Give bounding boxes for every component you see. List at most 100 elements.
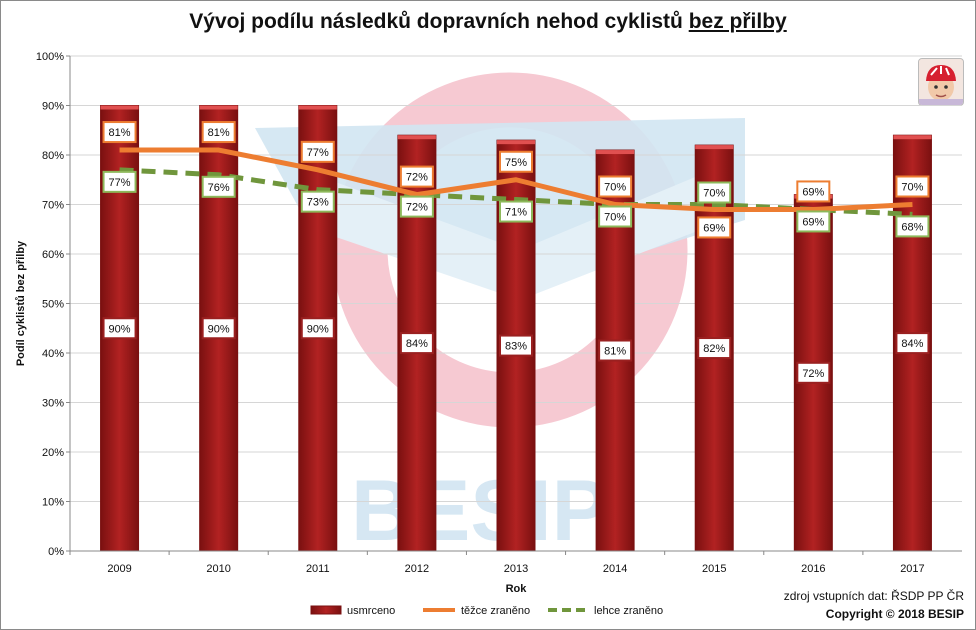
child-cyclist-photo-icon xyxy=(918,58,964,106)
data-label-usmrceno: 90% xyxy=(208,323,230,335)
y-tick-label: 10% xyxy=(42,497,64,509)
x-tick-label: 2010 xyxy=(206,563,230,575)
data-label-lehce-box xyxy=(697,181,732,204)
bar-top-highlight xyxy=(893,135,932,140)
data-label-usmrceno-box xyxy=(895,332,930,355)
y-tick-label: 0% xyxy=(48,546,64,558)
x-tick-label: 2017 xyxy=(900,563,924,575)
legend-swatch-usmrceno xyxy=(310,605,342,615)
data-label-tezce: 81% xyxy=(208,127,230,139)
data-label-tezce-box xyxy=(796,180,831,203)
data-label-usmrceno: 83% xyxy=(505,341,527,353)
x-tick-label: 2011 xyxy=(306,563,330,575)
legend-label-tezce: těžce zraněno xyxy=(461,605,530,617)
data-label-lehce-box xyxy=(399,195,434,218)
data-label-lehce-box xyxy=(102,170,137,193)
x-tick-label: 2013 xyxy=(504,563,528,575)
chart-title: Vývoj podílu následků dopravních nehod c… xyxy=(0,10,976,34)
data-labels: 90% 90% 90% 84% 83% 81% 82% 72% 84% 81% 81% 77% 72% 7… xyxy=(102,121,930,384)
y-tick-label: 90% xyxy=(42,101,64,113)
data-label-lehce-box xyxy=(499,200,533,223)
data-label-lehce-box xyxy=(895,215,930,238)
legend-label-usmrceno: usmrceno xyxy=(347,605,395,617)
y-axis-title: Podíl cyklistů bez přilby xyxy=(15,240,27,366)
axes: 0% 10% 20% 30% 40% 50% 60% 70% 80% 90% 100% 2009 201… xyxy=(15,51,962,595)
data-label-usmrceno-box xyxy=(697,337,732,360)
data-label-usmrceno: 81% xyxy=(604,346,626,358)
data-label-tezce: 75% xyxy=(505,157,527,169)
bar-top-highlight xyxy=(298,105,337,110)
data-label-usmrceno: 84% xyxy=(406,338,428,350)
data-label-lehce-box xyxy=(201,175,236,198)
data-label-usmrceno-box xyxy=(399,332,434,355)
source-note: zdroj vstupních dat: ŘSDP PP ČR xyxy=(783,589,964,603)
data-label-tezce-box xyxy=(300,140,335,163)
data-label-lehce: 76% xyxy=(208,182,230,194)
data-label-tezce: 69% xyxy=(703,222,725,234)
x-axis-title: Rok xyxy=(506,583,528,595)
x-tick-label: 2012 xyxy=(405,563,429,575)
data-label-lehce: 73% xyxy=(307,197,329,209)
data-label-usmrceno: 90% xyxy=(307,323,329,335)
y-tick-label: 100% xyxy=(36,51,64,63)
data-label-usmrceno: 82% xyxy=(703,343,725,355)
data-label-usmrceno-box xyxy=(598,339,633,362)
data-label-tezce: 77% xyxy=(307,147,329,159)
data-label-lehce: 70% xyxy=(703,188,725,200)
data-label-tezce-box xyxy=(399,165,434,188)
data-label-tezce: 72% xyxy=(406,172,428,184)
data-label-tezce: 69% xyxy=(802,186,824,198)
data-label-lehce: 69% xyxy=(802,216,824,228)
data-label-usmrceno-box xyxy=(499,334,533,357)
data-label-usmrceno-box xyxy=(796,361,831,384)
data-label-tezce-box xyxy=(598,175,633,198)
chart-title-main: Vývoj podílu následků dopravních nehod c… xyxy=(189,10,689,33)
bar-top-highlight xyxy=(497,140,535,145)
copyright-note: Copyright © 2018 BESIP xyxy=(825,607,964,621)
data-label-usmrceno: 84% xyxy=(901,338,923,350)
x-tick-label: 2009 xyxy=(107,563,131,575)
data-label-tezce-box xyxy=(201,121,236,144)
data-label-tezce: 81% xyxy=(109,127,131,139)
data-label-usmrceno-box xyxy=(102,317,137,340)
bar-top-highlight xyxy=(100,105,139,110)
y-tick-label: 50% xyxy=(42,299,64,311)
series-lines xyxy=(119,147,913,217)
data-label-tezce-box xyxy=(895,175,930,198)
bar-top-highlight xyxy=(695,145,734,150)
chart-title-emphasis: bez přilby xyxy=(688,10,787,33)
data-label-lehce-box xyxy=(598,205,633,228)
data-label-lehce: 72% xyxy=(406,202,428,214)
data-label-tezce-box xyxy=(697,216,732,239)
bar-top-highlight xyxy=(199,105,238,110)
x-tick-label: 2014 xyxy=(603,563,627,575)
data-label-lehce: 71% xyxy=(505,207,527,219)
y-tick-label: 70% xyxy=(42,200,64,212)
data-label-tezce: 70% xyxy=(604,182,626,194)
data-label-lehce: 68% xyxy=(901,221,923,233)
bar-top-highlight xyxy=(596,150,635,155)
legend-label-lehce: lehce zraněno xyxy=(594,605,663,617)
data-label-lehce-box xyxy=(796,210,831,233)
x-tick-label: 2016 xyxy=(801,563,825,575)
data-label-lehce: 77% xyxy=(109,177,131,189)
bar-top-highlight xyxy=(397,135,436,140)
data-label-lehce: 70% xyxy=(604,212,626,224)
legend: usmrceno těžce zraněno lehce zraněno xyxy=(310,605,663,617)
data-label-usmrceno-box xyxy=(300,317,335,340)
y-tick-label: 30% xyxy=(42,398,64,410)
x-tick-label: 2015 xyxy=(702,563,726,575)
y-tick-label: 60% xyxy=(42,249,64,261)
y-tick-label: 20% xyxy=(42,447,64,459)
data-label-usmrceno-box xyxy=(201,317,236,340)
data-label-tezce: 70% xyxy=(901,182,923,194)
data-label-tezce-box xyxy=(102,121,137,144)
data-label-usmrceno: 72% xyxy=(802,368,824,380)
data-label-tezce-box xyxy=(499,150,533,173)
data-label-usmrceno: 90% xyxy=(109,323,131,335)
y-tick-label: 40% xyxy=(42,348,64,360)
watermark-text: BESIP xyxy=(351,463,609,559)
line-tezce-zraneno xyxy=(119,147,913,212)
y-tick-label: 80% xyxy=(42,150,64,162)
